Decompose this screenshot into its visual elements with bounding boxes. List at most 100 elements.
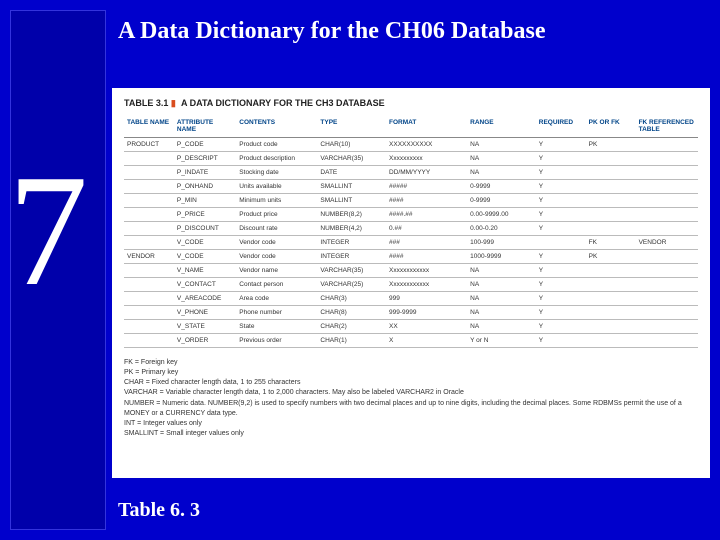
table-cell: Vendor name	[236, 264, 317, 278]
table-cell	[636, 166, 698, 180]
table-cell: Y	[536, 138, 586, 152]
table-row: P_DESCRIPTProduct descriptionVARCHAR(35)…	[124, 152, 698, 166]
table-cell	[586, 152, 636, 166]
table-cell: Vendor code	[236, 250, 317, 264]
table-cell: Y	[536, 264, 586, 278]
table-cell: Y	[536, 320, 586, 334]
col-header: ATTRIBUTE NAME	[174, 115, 236, 138]
table-cell: VARCHAR(25)	[317, 278, 386, 292]
table-cell: Y	[536, 152, 586, 166]
col-header: TYPE	[317, 115, 386, 138]
table-cell: P_INDATE	[174, 166, 236, 180]
legend-line: VARCHAR = Variable character length data…	[124, 388, 698, 398]
table-cell	[586, 278, 636, 292]
col-header: PK OR FK	[586, 115, 636, 138]
table-cell: NA	[467, 320, 536, 334]
table-cell: Xxxxxxxxxx	[386, 152, 467, 166]
table-cell: Previous order	[236, 334, 317, 348]
table-cell: PK	[586, 250, 636, 264]
table-row: P_DISCOUNTDiscount rateNUMBER(4,2)0.##0.…	[124, 222, 698, 236]
table-cell: ####	[386, 194, 467, 208]
table-cell	[536, 236, 586, 250]
table-cell: Y	[536, 306, 586, 320]
table-cell: Y	[536, 334, 586, 348]
slide-caption: Table 6. 3	[118, 499, 200, 522]
table-row: V_NAMEVendor nameVARCHAR(35)Xxxxxxxxxxxx…	[124, 264, 698, 278]
table-cell	[636, 334, 698, 348]
table-cell: Y	[536, 250, 586, 264]
table-cell: Phone number	[236, 306, 317, 320]
table-row: P_ONHANDUnits availableSMALLINT#####0-99…	[124, 180, 698, 194]
table-cell	[586, 208, 636, 222]
table-cell: NA	[467, 292, 536, 306]
table-cell: Y	[536, 222, 586, 236]
table-cell: P_PRICE	[174, 208, 236, 222]
table-header-row: TABLE NAMEATTRIBUTE NAMECONTENTSTYPEFORM…	[124, 115, 698, 138]
table-cell: Y	[536, 166, 586, 180]
slide-title: A Data Dictionary for the CH06 Database	[118, 18, 546, 45]
table-cell: NA	[467, 264, 536, 278]
table-cell: DD/MM/YYYY	[386, 166, 467, 180]
table-cell: Y	[536, 208, 586, 222]
table-cell: ####	[386, 250, 467, 264]
table-cell: Units available	[236, 180, 317, 194]
table-cell: Y or N	[467, 334, 536, 348]
table-cell: 0.00-9999.00	[467, 208, 536, 222]
table-row: P_MINMinimum unitsSMALLINT####0-9999Y	[124, 194, 698, 208]
table-cell	[124, 264, 174, 278]
table-cell	[636, 194, 698, 208]
table-cell: State	[236, 320, 317, 334]
data-dictionary-panel: TABLE 3.1 ▮ A DATA DICTIONARY FOR THE CH…	[112, 88, 710, 478]
table-row: V_AREACODEArea codeCHAR(3)999NAY	[124, 292, 698, 306]
table-cell	[636, 138, 698, 152]
table-cell: CHAR(3)	[317, 292, 386, 306]
table-cell: Y	[536, 292, 586, 306]
table-cell	[636, 152, 698, 166]
table-cell	[124, 320, 174, 334]
table-cell: Product description	[236, 152, 317, 166]
table-cell: VARCHAR(35)	[317, 264, 386, 278]
table-body: PRODUCTP_CODEProduct codeCHAR(10)XXXXXXX…	[124, 138, 698, 348]
table-cell: V_NAME	[174, 264, 236, 278]
table-cell	[124, 194, 174, 208]
table-row: V_ORDERPrevious orderCHAR(1)XY or NY	[124, 334, 698, 348]
table-cell	[124, 152, 174, 166]
table-cell	[124, 166, 174, 180]
table-cell: CHAR(10)	[317, 138, 386, 152]
table-cell: P_ONHAND	[174, 180, 236, 194]
table-cell	[636, 180, 698, 194]
table-cell	[586, 180, 636, 194]
col-header: TABLE NAME	[124, 115, 174, 138]
table-cell: NUMBER(8,2)	[317, 208, 386, 222]
table-cell: VARCHAR(35)	[317, 152, 386, 166]
table-cell	[586, 320, 636, 334]
table-cell	[636, 306, 698, 320]
table-cell: 999-9999	[386, 306, 467, 320]
table-cell: Area code	[236, 292, 317, 306]
table-row: V_STATEStateCHAR(2)XXNAY	[124, 320, 698, 334]
table-cell	[636, 264, 698, 278]
table-cell	[586, 292, 636, 306]
table-cell	[586, 166, 636, 180]
table-cell: V_CODE	[174, 250, 236, 264]
table-cell: V_AREACODE	[174, 292, 236, 306]
table-cell: Discount rate	[236, 222, 317, 236]
table-cell	[586, 222, 636, 236]
table-cell: 0.00-0.20	[467, 222, 536, 236]
table-cell	[124, 222, 174, 236]
data-dictionary-table: TABLE NAMEATTRIBUTE NAMECONTENTSTYPEFORM…	[124, 115, 698, 348]
table-caption: TABLE 3.1 ▮ A DATA DICTIONARY FOR THE CH…	[124, 98, 698, 109]
slide-number: 7	[8, 150, 88, 310]
table-cell	[636, 208, 698, 222]
legend-line: FK = Foreign key	[124, 358, 698, 368]
table-cell: DATE	[317, 166, 386, 180]
table-cell: V_CONTACT	[174, 278, 236, 292]
table-cell: CHAR(2)	[317, 320, 386, 334]
table-cell: SMALLINT	[317, 180, 386, 194]
table-cell: Stocking date	[236, 166, 317, 180]
table-cell: CHAR(8)	[317, 306, 386, 320]
table-cell	[636, 250, 698, 264]
table-row: V_CONTACTContact personVARCHAR(25)Xxxxxx…	[124, 278, 698, 292]
table-cell	[124, 292, 174, 306]
table-cell: FK	[586, 236, 636, 250]
